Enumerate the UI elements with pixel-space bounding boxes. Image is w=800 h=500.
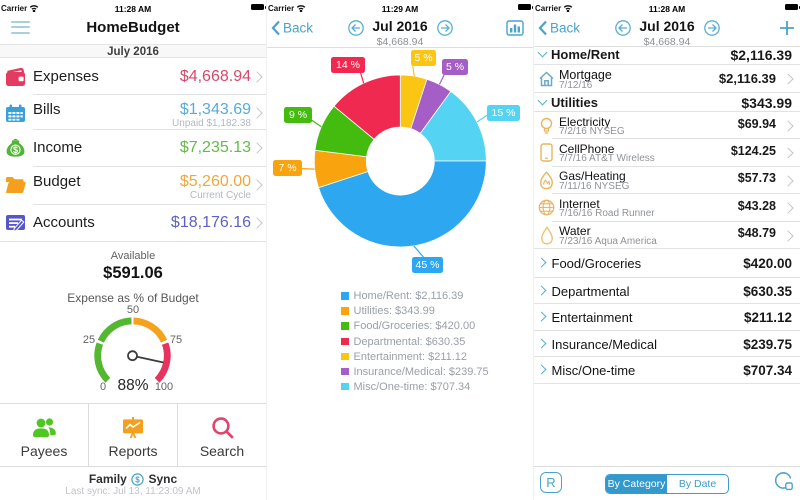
svg-text:25: 25 [83, 334, 95, 346]
svg-text:100: 100 [155, 381, 173, 393]
svg-text:$: $ [135, 475, 140, 484]
svg-text:75: 75 [170, 334, 182, 346]
svg-text:0: 0 [100, 381, 106, 393]
svg-text:Back: Back [283, 21, 313, 36]
svg-text:50: 50 [127, 304, 139, 316]
svg-text:Back: Back [550, 21, 580, 36]
svg-text:$: $ [13, 145, 18, 155]
